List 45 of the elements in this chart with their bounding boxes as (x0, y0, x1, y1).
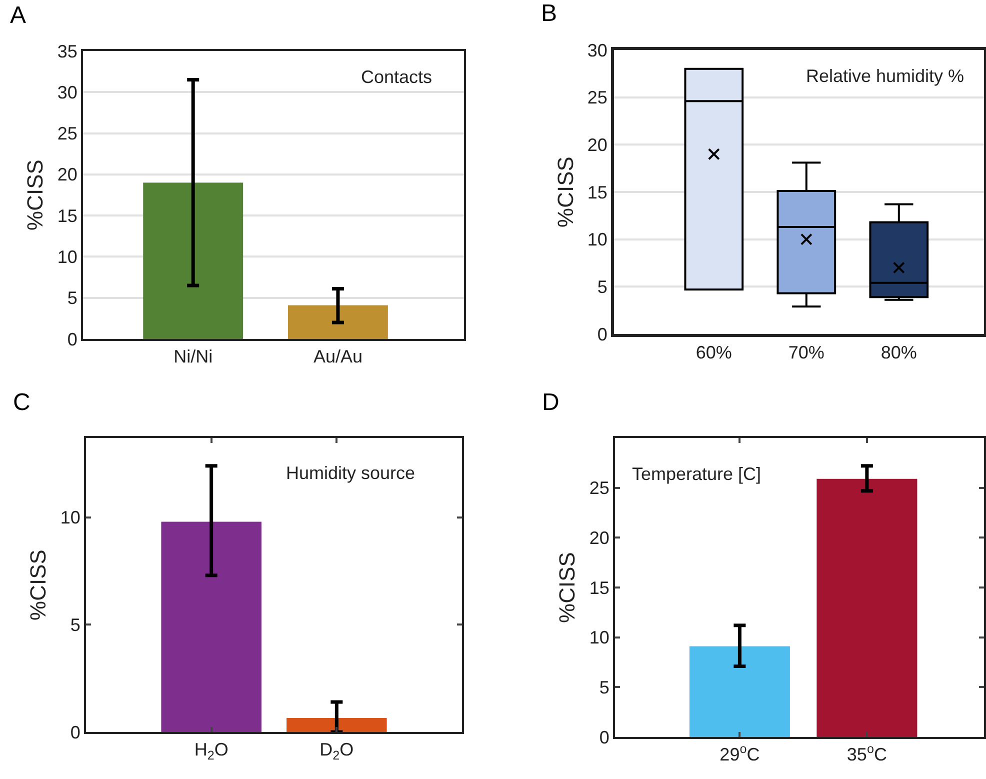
x-tick-label: 70% (788, 342, 824, 363)
annotation: Contacts (361, 67, 432, 87)
annotation: Temperature [C] (632, 464, 762, 484)
x-tick-label: Ni/Ni (174, 346, 213, 367)
y-tick-label: 0 (597, 324, 608, 344)
x-tick-label: 60% (696, 342, 732, 363)
y-tick-label: 5 (597, 276, 608, 297)
y-tick-label: 15 (587, 182, 608, 202)
y-axis-title: %CISS (26, 550, 51, 620)
y-tick-label: 5 (599, 677, 610, 698)
x-tick-label: 35$^{o}$C (846, 742, 887, 765)
chart-title: A (10, 2, 26, 29)
y-tick-label: 5 (70, 615, 80, 635)
y-tick-label: 10 (587, 230, 608, 250)
y-tick-label: 0 (67, 329, 78, 350)
y-tick-label: 5 (67, 288, 78, 308)
chart-title: D (542, 389, 560, 416)
x-tick-label: 80% (880, 342, 917, 363)
y-tick-label: 20 (589, 528, 610, 548)
y-tick-label: 25 (589, 478, 610, 498)
x-tick-label: D$_{2}$O (320, 740, 354, 762)
y-tick-label: 20 (587, 134, 608, 155)
y-tick-label: 35 (57, 41, 78, 62)
y-tick-label: 25 (57, 124, 78, 144)
x-tick-label: Au/Au (313, 346, 362, 367)
y-tick-label: 15 (57, 206, 78, 226)
y-axis-title: %CISS (554, 552, 580, 623)
chart-title: C (13, 389, 30, 416)
y-axis-title: %CISS (22, 160, 48, 230)
y-tick-label: 10 (60, 508, 80, 528)
y-tick-label: 10 (589, 628, 610, 648)
y-tick-label: 20 (57, 164, 78, 185)
y-tick-label: 0 (599, 727, 610, 748)
annotation: Relative humidity % (806, 66, 964, 86)
y-axis-title: %CISS (553, 156, 578, 228)
chart-title: B (541, 0, 558, 27)
annotation: Humidity source (286, 463, 416, 483)
y-tick-label: 25 (587, 88, 608, 108)
y-tick-label: 30 (57, 82, 78, 102)
x-tick-label: H$_{2}$O (194, 740, 228, 762)
y-tick-label: 10 (57, 247, 78, 268)
y-tick-label: 0 (70, 722, 80, 742)
y-tick-label: 30 (587, 40, 608, 60)
y-tick-label: 15 (589, 578, 610, 598)
x-tick-label: 29$^{o}$C (720, 742, 760, 765)
